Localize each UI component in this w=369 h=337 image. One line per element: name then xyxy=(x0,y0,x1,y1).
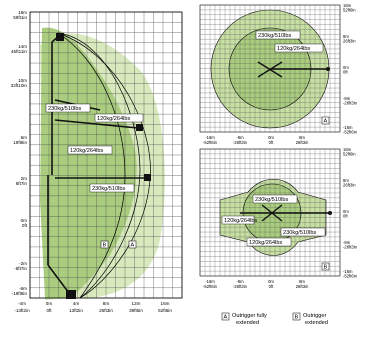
left-y-tick-ft: 6ft7in xyxy=(16,181,28,186)
br-x-tick-ft: 26ft3in xyxy=(296,284,309,289)
basket-mid xyxy=(136,124,143,131)
tr-y-tick-m: 16m xyxy=(343,3,352,8)
left-y-tick-m: -6m xyxy=(19,286,27,291)
tr-x-tick-ft: -52ft6in xyxy=(203,140,218,145)
left-y-tick-m: 2m xyxy=(21,176,28,181)
tr-y-tick-m: -16m xyxy=(343,125,353,130)
left-y-tick-ft: -6ft7in xyxy=(14,266,27,271)
tr-y-tick-m: -8m xyxy=(343,96,351,101)
left-x-tick-ft: 13ft2in xyxy=(69,308,83,313)
left-y-tick-m: 6m xyxy=(21,135,28,140)
br-y-tick-m: 16m xyxy=(343,147,352,152)
legend-a-key: A xyxy=(224,315,228,321)
br-load-3: 230kg/510lbs xyxy=(283,230,316,236)
load-label-2: 120kg/264lbs xyxy=(97,116,130,122)
br-x-tick-ft: 0ft xyxy=(269,284,274,289)
left-x-tick-m: -4m xyxy=(18,301,26,306)
tr-y-tick-ft: -26ft3in xyxy=(343,101,358,106)
left-y-tick-m: -2m xyxy=(19,261,27,266)
left-y-tick-ft: 19ft8in xyxy=(13,140,27,145)
tr-y-tick-ft: 52ft6in xyxy=(343,8,356,13)
zone-a-marker: A xyxy=(131,243,135,249)
br-y-tick-m: 8m xyxy=(343,178,349,183)
br-x-tick-ft: -26ft3in xyxy=(233,284,248,289)
tr-x-tick-m: -8m xyxy=(236,135,244,140)
left-y-tick-m: 14m xyxy=(18,44,27,49)
tr-y-tick-m: 8m xyxy=(343,34,349,39)
basket-top xyxy=(56,33,64,41)
left-x-tick-m: 4m xyxy=(73,301,80,306)
tr-x-tick-ft: -26ft3in xyxy=(233,140,248,145)
left-x-tick-m: 8m xyxy=(103,301,110,306)
br-x-tick-m: -8m xyxy=(236,279,244,284)
left-y-tick-ft: -19ft8in xyxy=(12,291,28,296)
tr-zone-marker: A xyxy=(324,119,328,125)
br-y-tick-m: -16m xyxy=(343,269,353,274)
br-load-1: 230kg/510lbs xyxy=(255,197,288,203)
left-y-tick-m: 0m xyxy=(21,218,28,223)
tr-y-tick-m: 0m xyxy=(343,65,349,70)
left-y-tick-ft: 0ft xyxy=(22,223,28,228)
br-y-tick-ft: -26ft3in xyxy=(343,245,358,250)
legend-b-key: B xyxy=(295,315,299,321)
machine-top-a xyxy=(257,61,328,78)
br-x-tick-m: -16m xyxy=(205,279,215,284)
tr-y-tick-ft: 26ft3in xyxy=(343,39,356,44)
left-y-tick-ft: 32ft10in xyxy=(11,83,28,88)
legend-a-text-1: Outrigger fully xyxy=(232,313,267,319)
tr-x-tick-m: 0m xyxy=(268,135,274,140)
tr-x-tick-m: -16m xyxy=(205,135,215,140)
tr-load-1: 230kg/510lbs xyxy=(258,33,291,39)
legend-b-text-2: extended xyxy=(305,320,328,326)
tr-y-tick-ft: -52ft6in xyxy=(343,130,358,135)
load-label-3: 120kg/264lbs xyxy=(70,148,103,154)
tr-load-2: 120kg/264lbs xyxy=(277,46,310,52)
left-x-tick-m: 0m xyxy=(46,301,53,306)
working-zone-shape xyxy=(40,27,137,298)
legend-b-text-1: Outrigger xyxy=(303,313,326,319)
br-zone-marker: B xyxy=(324,265,328,271)
legend: A Outrigger fully extended B Outrigger e… xyxy=(221,312,328,326)
load-label-4: 230kg/510lbs xyxy=(92,186,125,192)
br-load-2: 120kg/264lbs xyxy=(224,218,257,224)
tr-x-tick-m: 8m xyxy=(299,135,305,140)
left-y-tick-m: 10m xyxy=(18,78,27,83)
machine-top-b xyxy=(240,204,330,222)
br-x-tick-m: 0m xyxy=(268,279,274,284)
br-load-4: 120kg/264lbs xyxy=(249,240,282,246)
left-x-tick-m: 12m xyxy=(132,301,141,306)
br-x-tick-m: 8m xyxy=(299,279,305,284)
top-view-b: 230kg/510lbs 120kg/264lbs 230kg/510lbs 1… xyxy=(199,147,358,289)
left-y-tick-m: 18m xyxy=(18,10,27,15)
br-x-tick-ft: -52ft6in xyxy=(203,284,218,289)
left-x-tick-ft: -13ft2in xyxy=(14,308,30,313)
basket-low xyxy=(144,174,151,181)
left-x-tick-ft: 52ft6in xyxy=(158,308,172,313)
load-label-1: 230kg/510lbs xyxy=(48,106,81,112)
left-x-tick-ft: 26ft3in xyxy=(99,308,113,313)
br-y-tick-ft: 52ft6in xyxy=(343,152,356,157)
left-x-tick-m: 16m xyxy=(161,301,170,306)
left-x-tick-ft: 39ft5in xyxy=(129,308,143,313)
br-y-tick-m: 0m xyxy=(343,209,349,214)
left-y-tick-ft: 45ft11in xyxy=(11,49,27,54)
tr-y-tick-ft: 0ft xyxy=(343,70,348,75)
side-reach-chart: 230kg/510lbs 120kg/264lbs 120kg/264lbs 2… xyxy=(11,10,183,313)
left-y-tick-ft: 59ft1in xyxy=(13,15,27,20)
tr-x-tick-ft: 26ft3in xyxy=(296,140,309,145)
br-y-tick-ft: 26ft3in xyxy=(343,183,356,188)
tr-x-tick-ft: 0ft xyxy=(269,140,274,145)
legend-a-text-2: extended xyxy=(236,320,259,326)
basket-bottom xyxy=(66,290,76,299)
left-x-tick-ft: 0ft xyxy=(46,308,52,313)
br-y-tick-ft: -52ft6in xyxy=(343,274,358,279)
br-y-tick-ft: 0ft xyxy=(343,214,348,219)
zone-b-marker: B xyxy=(103,243,107,249)
br-y-tick-m: -8m xyxy=(343,240,351,245)
